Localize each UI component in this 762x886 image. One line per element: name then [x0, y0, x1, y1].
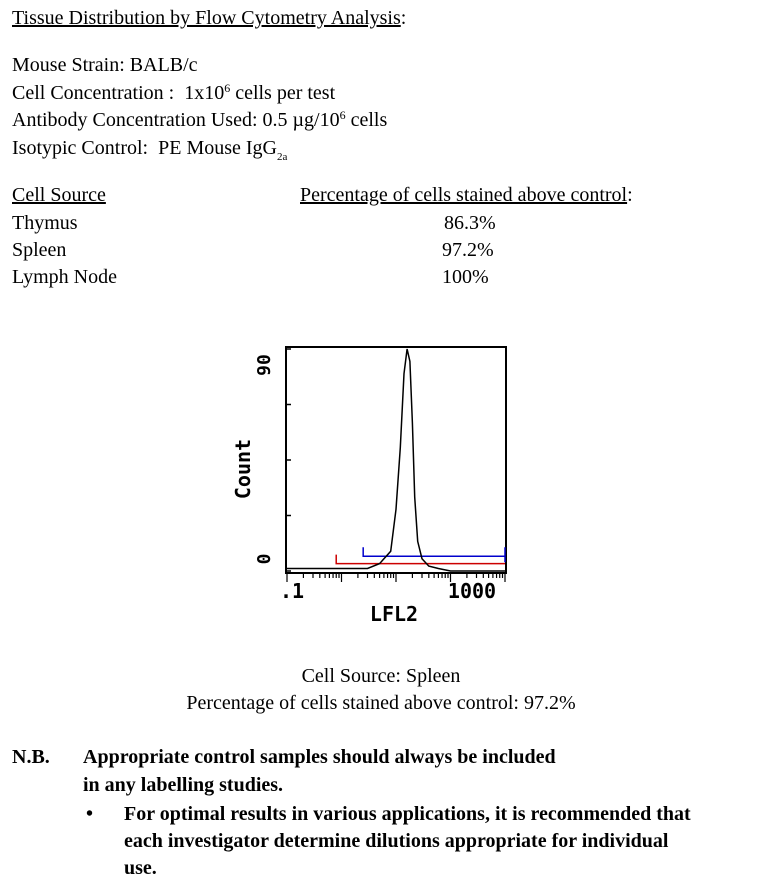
- histogram-series-line: [287, 348, 505, 572]
- row-source-spleen: Spleen: [12, 239, 67, 261]
- stained-marker-line: [362, 547, 506, 563]
- y-axis-label: Count: [231, 439, 255, 499]
- iso-value: PE Mouse IgG2a: [158, 137, 288, 163]
- caption-line-1: Cell Source: Spleen: [301, 665, 461, 687]
- cell-conc-value: 1x106 cells per test: [184, 81, 336, 104]
- title-colon: :: [400, 7, 407, 29]
- cell-concentration-line: Cell Concentration : 1x106 cells per tes…: [12, 81, 335, 105]
- x-tick-label-max: 1000: [448, 579, 496, 603]
- cell-source-header: Cell Source: [12, 184, 106, 206]
- row-source-lymph-node: Lymph Node: [12, 266, 117, 288]
- mouse-strain-line: Mouse Strain: BALB/c: [12, 53, 198, 77]
- plot-frame: [285, 346, 507, 574]
- nb-text-line-2: in any labelling studies.: [83, 774, 284, 796]
- bullet-text-line-3: use.: [124, 857, 157, 879]
- antibody-concentration-line: Antibody Concentration Used: 0.5 µg/106 …: [12, 108, 387, 132]
- row-pct-lymph-node: 100%: [442, 266, 489, 288]
- nb-text-line-1: Appropriate control samples should alway…: [83, 746, 556, 768]
- strain-value: BALB/c: [129, 54, 198, 76]
- y-axis-ticks: [286, 348, 291, 572]
- ab-conc-label: Antibody Concentration Used:: [12, 109, 258, 131]
- isotypic-control-line: Isotypic Control: PE Mouse IgG2a: [12, 136, 287, 163]
- x-tick-label-min: .1: [280, 579, 304, 603]
- bullet-text-line-1: For optimal results in various applicati…: [124, 803, 691, 825]
- y-tick-label-0: 0: [254, 554, 275, 565]
- row-pct-spleen: 97.2%: [442, 239, 494, 261]
- row-pct-thymus: 86.3%: [444, 212, 496, 234]
- x-axis-label: LFL2: [370, 602, 418, 626]
- bullet-icon: •: [86, 803, 94, 825]
- flow-cytometry-histogram: 0 90 Count .1 1000 LFL2: [231, 346, 507, 626]
- bullet-text-line-2: each investigator determine dilutions ap…: [124, 830, 669, 852]
- iso-label: Isotypic Control:: [12, 137, 149, 159]
- ab-conc-value: 0.5 µg/106 cells: [262, 108, 388, 131]
- nb-label: N.B.: [12, 746, 50, 768]
- title-text: Tissue Distribution by Flow Cytometry An…: [12, 7, 401, 29]
- y-tick-label-90: 90: [254, 354, 275, 376]
- control-marker-line: [335, 554, 505, 565]
- page-title: Tissue Distribution by Flow Cytometry An…: [12, 6, 406, 30]
- caption-line-2: Percentage of cells stained above contro…: [186, 692, 576, 714]
- strain-label: Mouse Strain:: [12, 54, 125, 76]
- x-axis-ticks: [286, 573, 506, 582]
- cell-conc-label: Cell Concentration :: [12, 82, 175, 104]
- row-source-thymus: Thymus: [12, 212, 78, 234]
- percentage-header: Percentage of cells stained above contro…: [300, 184, 633, 206]
